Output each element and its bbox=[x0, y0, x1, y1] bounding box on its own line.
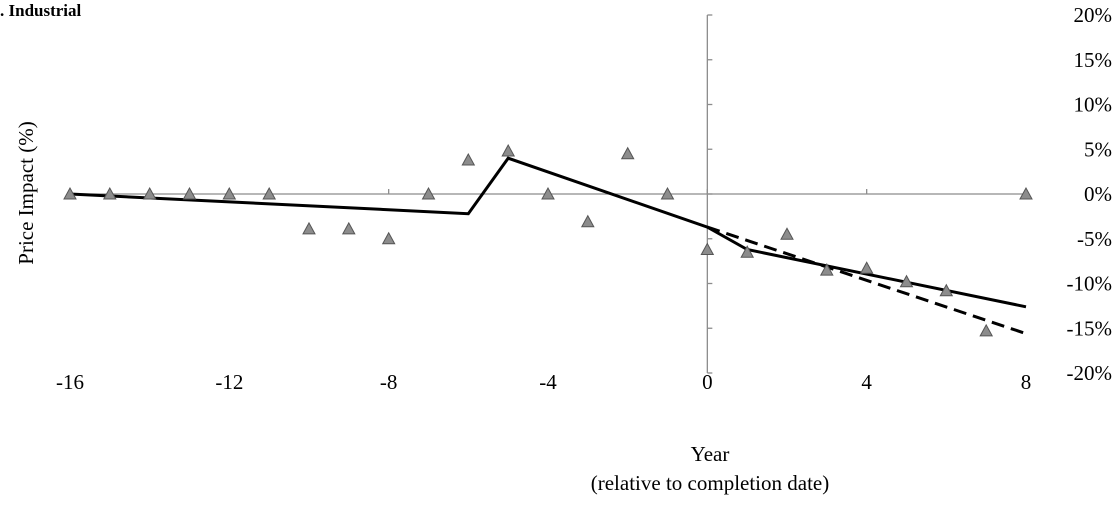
x-tick-label: -12 bbox=[215, 370, 243, 394]
y-axis-label: Price Impact (%) bbox=[14, 121, 38, 264]
y-tick-label: -10% bbox=[1067, 272, 1113, 296]
data-point-triangle bbox=[381, 231, 396, 245]
y-tick-label: 5% bbox=[1084, 137, 1112, 161]
x-tick-label: 4 bbox=[861, 370, 872, 394]
data-point-triangle bbox=[819, 263, 834, 276]
data-point-triangle bbox=[740, 245, 755, 258]
data-point-triangle bbox=[63, 186, 77, 200]
data-point-triangle bbox=[859, 261, 874, 274]
series-markers bbox=[63, 143, 1033, 337]
data-point-triangle bbox=[580, 214, 595, 228]
x-axis-label: Year bbox=[691, 442, 730, 466]
y-tick-label: -15% bbox=[1067, 316, 1113, 340]
x-tick-label: -8 bbox=[380, 370, 398, 394]
data-point-triangle bbox=[421, 186, 436, 200]
data-point-triangle bbox=[142, 186, 157, 200]
data-point-triangle bbox=[461, 152, 476, 166]
chart-title: . Industrial bbox=[0, 1, 82, 20]
x-axis-sublabel: (relative to completion date) bbox=[591, 471, 830, 495]
data-point-triangle bbox=[660, 186, 675, 200]
y-tick-label: 10% bbox=[1074, 93, 1113, 117]
data-point-triangle bbox=[102, 186, 117, 200]
y-tick-label: -5% bbox=[1077, 227, 1112, 251]
y-tick-label: 0% bbox=[1084, 182, 1112, 206]
data-point-triangle bbox=[939, 283, 954, 297]
data-point-triangle bbox=[780, 227, 794, 240]
data-point-triangle bbox=[501, 143, 516, 157]
x-tick-label: 0 bbox=[702, 370, 713, 394]
y-tick-label: -20% bbox=[1067, 361, 1113, 385]
data-point-triangle bbox=[262, 186, 277, 200]
y-tick-label: 15% bbox=[1074, 48, 1113, 72]
data-point-triangle bbox=[700, 242, 715, 255]
data-point-triangle bbox=[1019, 186, 1033, 200]
y-tick-labels: 20% 15% 10% 5% 0% -5% -10% -15% -20% bbox=[1067, 3, 1113, 385]
series-lines bbox=[69, 156, 1027, 336]
data-point-triangle bbox=[541, 186, 555, 200]
dashed-trend-line bbox=[706, 225, 1027, 336]
y-tick-label: 20% bbox=[1074, 3, 1113, 27]
x-tick-label: -16 bbox=[56, 370, 84, 394]
data-point-triangle bbox=[899, 274, 914, 288]
x-tick-labels: -16 -12 -8 -4 0 4 8 bbox=[56, 370, 1031, 394]
data-point-triangle bbox=[222, 186, 237, 200]
data-point-triangle bbox=[979, 323, 994, 337]
x-tick-label: -4 bbox=[539, 370, 557, 394]
x-tick-label: 8 bbox=[1021, 370, 1032, 394]
solid-trend-line bbox=[69, 156, 1027, 309]
data-point-triangle bbox=[182, 186, 197, 200]
data-point-triangle bbox=[302, 221, 316, 235]
data-point-triangle bbox=[341, 221, 356, 235]
data-point-triangle bbox=[620, 146, 635, 160]
y-axis-label-group: Price Impact (%) bbox=[14, 121, 38, 264]
